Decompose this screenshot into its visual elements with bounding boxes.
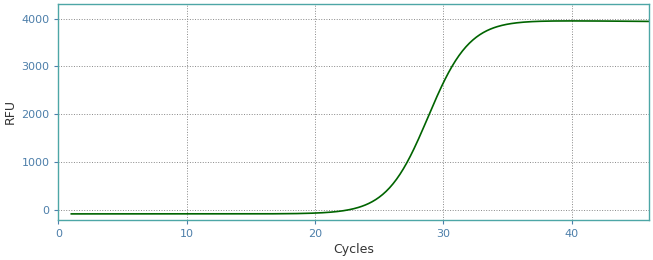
Y-axis label: RFU: RFU <box>4 99 17 124</box>
X-axis label: Cycles: Cycles <box>333 243 374 256</box>
